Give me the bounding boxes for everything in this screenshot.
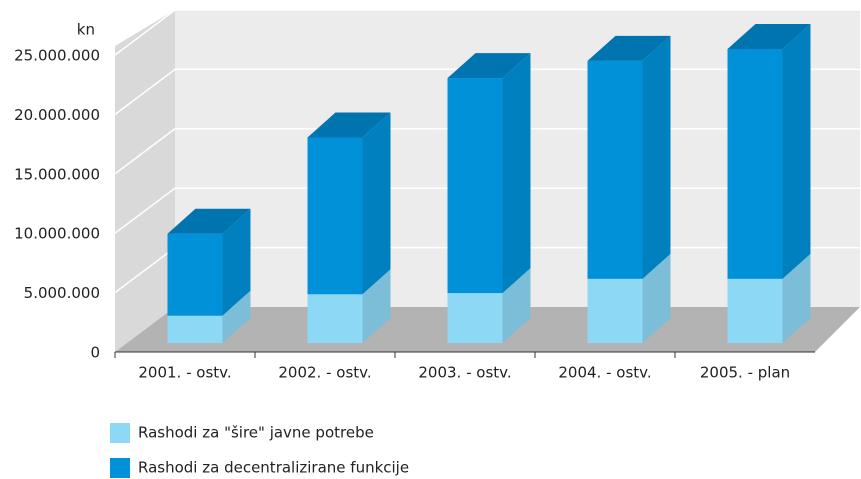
y-tick-label: 0 bbox=[90, 344, 100, 362]
bar-side bbox=[642, 253, 671, 343]
y-tick-label: 25.000.000 bbox=[14, 47, 100, 65]
bar bbox=[167, 315, 223, 343]
bar-side bbox=[502, 268, 531, 343]
x-tick-label: 2002. - ostv. bbox=[278, 364, 371, 382]
bar-top bbox=[587, 35, 671, 61]
bar-side bbox=[782, 23, 811, 279]
bar-side bbox=[222, 290, 251, 343]
bar-side bbox=[362, 269, 391, 343]
bar-side bbox=[502, 53, 531, 294]
y-axis-label: kn bbox=[77, 21, 95, 39]
bar bbox=[447, 293, 503, 343]
bar-top bbox=[307, 112, 391, 138]
x-tick-label: 2004. - ostv. bbox=[558, 364, 651, 382]
bar-top bbox=[727, 23, 811, 49]
y-tick-label: 5.000.000 bbox=[24, 284, 100, 302]
bar-side bbox=[782, 253, 811, 343]
y-tick-label: 20.000.000 bbox=[14, 106, 100, 124]
legend-label: Rashodi za decentralizirane funkcije bbox=[138, 459, 409, 477]
grid-line bbox=[114, 9, 860, 56]
bar bbox=[307, 137, 363, 295]
bar-side bbox=[642, 35, 671, 279]
bar-top bbox=[167, 208, 251, 234]
bar bbox=[727, 48, 783, 279]
bar bbox=[727, 278, 783, 343]
y-tick-label: 10.000.000 bbox=[14, 225, 100, 243]
bar bbox=[167, 233, 223, 316]
x-tick-label: 2003. - ostv. bbox=[418, 364, 511, 382]
bar-side bbox=[222, 208, 251, 316]
bar-top bbox=[447, 53, 531, 79]
legend-swatch bbox=[110, 458, 130, 478]
bar bbox=[307, 294, 363, 343]
bar bbox=[587, 60, 643, 279]
bar bbox=[447, 78, 503, 294]
bar bbox=[587, 278, 643, 343]
legend-label: Rashodi za "šire" javne potrebe bbox=[138, 424, 374, 442]
x-tick-label: 2005. - plan bbox=[700, 364, 790, 382]
bar-side bbox=[362, 112, 391, 295]
legend-swatch bbox=[110, 423, 130, 443]
x-tick-label: 2001. - ostv. bbox=[138, 364, 231, 382]
left-wall bbox=[115, 10, 175, 352]
y-tick-label: 15.000.000 bbox=[14, 165, 100, 183]
